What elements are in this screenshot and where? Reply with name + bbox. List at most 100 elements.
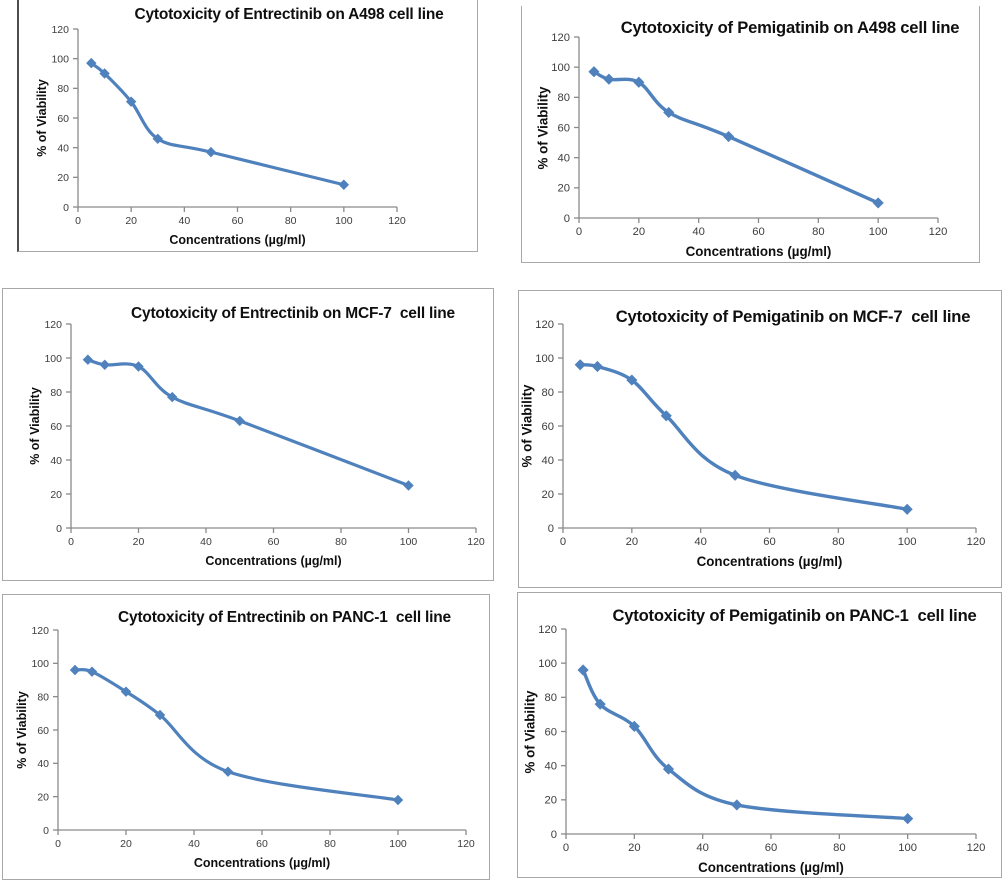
x-tick-label: 0 [576, 226, 582, 238]
data-point-marker [69, 664, 81, 676]
x-tick-label: 100 [898, 536, 917, 548]
data-point-marker [86, 57, 97, 69]
data-point-marker [901, 503, 913, 515]
x-tick-label: 80 [285, 215, 297, 227]
y-tick-label: 20 [542, 489, 554, 501]
y-tick-label: 60 [542, 421, 554, 433]
x-tick-label: 40 [200, 536, 212, 548]
data-point-marker [222, 766, 234, 777]
x-tick-label: 120 [967, 842, 986, 854]
x-tick-label: 120 [388, 215, 406, 227]
data-point-marker [633, 76, 645, 88]
y-tick-label: 80 [558, 92, 570, 104]
y-tick-label: 40 [542, 455, 554, 467]
y-tick-label: 120 [538, 624, 557, 636]
y-tick-label: 120 [51, 24, 69, 36]
data-point-marker [86, 666, 98, 677]
y-tick-label: 0 [43, 825, 49, 837]
y-tick-label: 40 [558, 152, 570, 164]
chart-entrectinib-panc1: Cytotoxicity of Entrectinib on PANC-1 ce… [2, 594, 490, 880]
y-tick-label: 120 [535, 319, 554, 331]
data-point-marker [392, 794, 404, 806]
x-tick-label: 100 [335, 215, 353, 227]
series-line [89, 61, 346, 187]
chart-pemigatinib-a498: Cytotoxicity of Pemigatinib on A498 cell… [521, 6, 980, 263]
x-tick-label: 120 [929, 226, 948, 238]
x-tick-label: 120 [457, 838, 475, 850]
x-tick-label: 20 [626, 536, 638, 548]
x-tick-label: 0 [75, 215, 81, 227]
y-tick-label: 80 [50, 387, 62, 399]
x-tick-label: 0 [68, 536, 74, 548]
chart-pemigatinib-mcf7: Cytotoxicity of Pemigatinib on MCF-7 cel… [518, 290, 1002, 588]
chart-title: Cytotoxicity of Pemigatinib on MCF-7 cel… [615, 307, 971, 326]
x-tick-label: 80 [812, 226, 824, 238]
data-point-marker [574, 359, 586, 371]
data-point-marker [723, 130, 735, 143]
y-tick-label: 20 [57, 172, 69, 184]
data-point-marker [603, 73, 615, 85]
y-axis-title: % of Viability [519, 384, 535, 468]
chart-entrectinib-mcf7: Cytotoxicity of Entrectinib on MCF-7 cel… [2, 288, 494, 581]
chart-title: Cytotoxicity of Pemigatinib on PANC-1 ce… [612, 606, 977, 625]
y-tick-label: 100 [551, 62, 570, 74]
x-axis-title: Concentrations (µg/ml) [696, 554, 843, 569]
data-point-marker [234, 415, 245, 427]
y-tick-label: 20 [558, 183, 570, 195]
series-line [578, 363, 909, 512]
data-point-marker [872, 197, 884, 209]
y-tick-label: 100 [44, 353, 62, 365]
data-point-marker [99, 359, 110, 370]
plot-area: 0 20 40 60 80 100 120 0 20 40 60 80 100 120 [51, 24, 406, 227]
axes [57, 630, 466, 831]
x-tick-label: 20 [628, 842, 640, 854]
x-tick-label: 20 [633, 226, 645, 238]
x-tick-label: 20 [125, 215, 137, 227]
data-point-marker [338, 179, 350, 190]
chart-title: Cytotoxicity of Entrectinib on A498 cell… [134, 6, 444, 23]
y-tick-label: 40 [37, 758, 49, 770]
x-tick-label: 100 [898, 842, 917, 854]
y-tick-label: 0 [56, 523, 62, 535]
y-tick-label: 60 [558, 122, 570, 134]
y-tick-label: 20 [545, 795, 557, 807]
chart-title: Cytotoxicity of Pemigatinib on A498 cell… [620, 18, 960, 37]
chart-title: Cytotoxicity of Entrectinib on MCF-7 cel… [131, 305, 455, 322]
data-point-marker [403, 480, 414, 491]
x-tick-label: 40 [696, 842, 708, 854]
x-tick-label: 60 [256, 838, 268, 850]
x-tick-label: 0 [563, 842, 569, 854]
x-tick-label: 40 [188, 838, 200, 850]
y-tick-label: 120 [31, 625, 49, 637]
x-tick-label: 60 [763, 536, 775, 548]
data-point-marker [152, 133, 163, 144]
chart-entrectinib-a498: Cytotoxicity of Entrectinib on A498 cell… [17, 0, 478, 252]
y-tick-label: 40 [57, 142, 69, 154]
data-point-marker [660, 410, 672, 422]
x-tick-label: 80 [324, 838, 336, 850]
y-tick-label: 20 [37, 791, 49, 803]
data-point-marker [99, 68, 110, 79]
series-line [581, 668, 910, 821]
y-tick-label: 40 [545, 760, 557, 772]
x-tick-label: 120 [467, 536, 485, 548]
y-tick-label: 60 [37, 725, 49, 737]
axes [578, 37, 938, 219]
y-tick-label: 0 [548, 523, 554, 535]
x-tick-label: 40 [694, 536, 706, 548]
y-tick-label: 80 [57, 83, 69, 95]
series-line [592, 69, 880, 205]
x-tick-label: 60 [752, 226, 764, 238]
y-tick-label: 60 [57, 113, 69, 125]
plot-area: 0 20 40 60 80 100 120 0 20 40 60 80 100 120 [538, 624, 986, 854]
x-tick-label: 120 [967, 536, 986, 548]
y-tick-label: 20 [50, 489, 62, 501]
y-tick-label: 60 [50, 421, 62, 433]
x-tick-label: 40 [178, 215, 190, 227]
x-tick-label: 80 [832, 536, 844, 548]
x-tick-label: 100 [400, 536, 418, 548]
data-point-marker [729, 469, 741, 481]
y-tick-label: 0 [551, 829, 557, 841]
plot-area: 0 20 40 60 80 100 120 0 20 40 60 80 100 120 [551, 32, 948, 238]
